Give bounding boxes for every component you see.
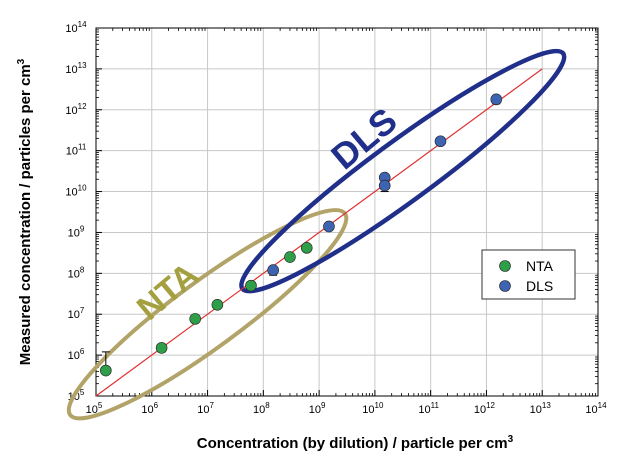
y-tick-label: 1010 [65, 184, 87, 199]
nta-point [284, 251, 296, 263]
legend-marker-nta [499, 260, 511, 272]
x-tick-label: 105 [86, 401, 103, 416]
x-tick-label: 107 [197, 401, 214, 416]
nta-point [155, 342, 168, 354]
nta-point [211, 298, 224, 311]
x-tick-label: 1012 [474, 401, 496, 416]
y-tick-label: 1014 [65, 20, 87, 35]
nta-point [189, 313, 201, 325]
x-tick-label: 109 [309, 401, 326, 416]
dls-point [267, 264, 279, 276]
nta-point [100, 364, 112, 377]
y-tick-label: 1012 [65, 102, 87, 117]
y-tick-label: 108 [68, 265, 85, 280]
x-tick-label: 1014 [585, 401, 607, 416]
reference-line [95, 68, 543, 397]
data-points [100, 93, 503, 377]
y-tick-label: 106 [68, 347, 85, 362]
y-axis-title: Measured concentration / particles per c… [16, 58, 34, 365]
x-tick-label: 1011 [418, 401, 439, 416]
nta-point [245, 279, 257, 292]
x-tick-label: 108 [253, 401, 270, 416]
dls-point [378, 179, 391, 192]
legend-label-dls: DLS [526, 278, 553, 294]
legend-marker-dls [499, 280, 511, 292]
dls-point [323, 220, 335, 233]
dls-point [490, 93, 503, 106]
y-tick-label: 109 [68, 224, 85, 239]
y-tick-label: 1013 [65, 61, 87, 76]
x-tick-label: 1013 [530, 401, 552, 416]
nta-point [300, 242, 313, 254]
y-tick-label: 1011 [66, 143, 87, 158]
plot-frame [95, 27, 599, 397]
legend: NTA DLS [481, 249, 576, 300]
legend-label-nta: NTA [526, 258, 554, 274]
x-axis: 105 106 107 108 109 1010 1011 1012 1013 1014 [86, 28, 607, 416]
x-tick-label: 1010 [362, 401, 384, 416]
x-axis-title: Concentration (by dilution) / particle p… [197, 434, 514, 452]
annotation-label-dls: DLS [323, 100, 405, 178]
legend-box [481, 249, 576, 300]
dls-point [434, 135, 447, 148]
y-tick-label: 107 [68, 306, 85, 321]
x-tick-label: 106 [141, 401, 158, 416]
